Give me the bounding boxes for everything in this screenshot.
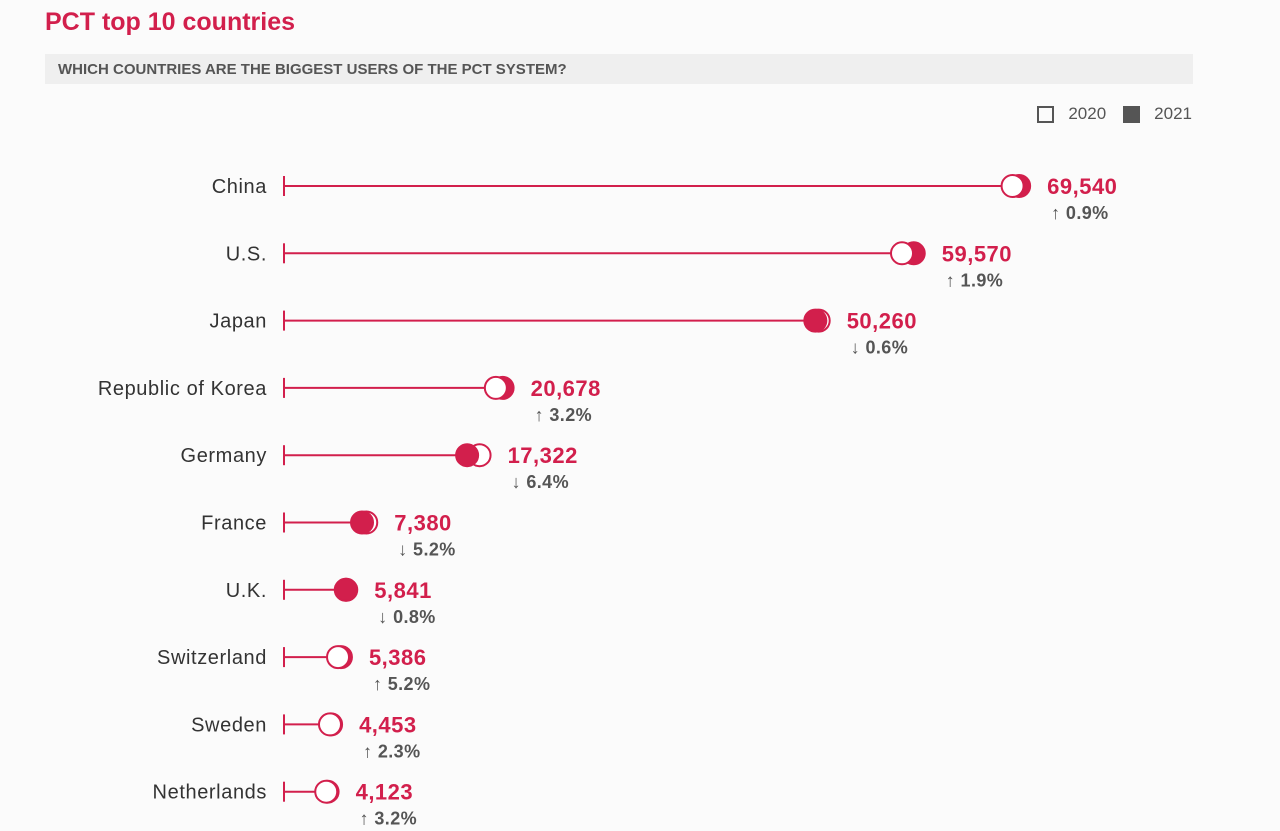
change-label: ↑ 5.2% xyxy=(373,674,430,694)
category-label: Switzerland xyxy=(157,647,267,669)
chart-subtitle: WHICH COUNTRIES ARE THE BIGGEST USERS OF… xyxy=(58,61,567,78)
chart-title: PCT top 10 countries xyxy=(45,8,296,36)
change-label: ↓ 6.4% xyxy=(512,472,569,492)
value-label: 69,540 xyxy=(1047,174,1117,199)
change-label: ↓ 5.2% xyxy=(398,540,455,560)
category-label: China xyxy=(212,176,268,198)
category-label: Netherlands xyxy=(153,782,267,804)
legend-label-2021: 2021 xyxy=(1154,104,1192,123)
value-label: 5,386 xyxy=(369,645,427,670)
dot-2020 xyxy=(483,375,508,400)
value-label: 4,123 xyxy=(356,780,414,805)
dot-2020 xyxy=(314,779,339,804)
category-label: Japan xyxy=(210,311,268,333)
category-label: Sweden xyxy=(191,714,267,736)
legend-item-2021: 2021 xyxy=(1123,104,1192,124)
change-label: ↑ 1.9% xyxy=(946,270,1003,290)
value-label: 17,322 xyxy=(508,443,578,468)
legend-label-2020: 2020 xyxy=(1068,104,1107,123)
category-label: Republic of Korea xyxy=(98,378,267,400)
dot-2020 xyxy=(1000,174,1025,198)
category-label: Germany xyxy=(181,445,267,467)
subtitle-bar: WHICH COUNTRIES ARE THE BIGGEST USERS OF… xyxy=(45,54,1193,84)
value-label: 5,841 xyxy=(374,578,432,603)
dot-2021 xyxy=(455,443,480,468)
value-label: 7,380 xyxy=(394,511,452,536)
legend-item-2020: 2020 xyxy=(1037,104,1106,124)
value-label: 20,678 xyxy=(531,376,601,401)
value-label: 59,570 xyxy=(942,241,1012,266)
dot-2020 xyxy=(890,241,915,266)
category-label: France xyxy=(201,513,267,535)
legend-swatch-2021 xyxy=(1123,105,1141,123)
change-label: ↑ 3.2% xyxy=(535,405,592,425)
change-label: ↑ 3.2% xyxy=(360,809,417,829)
dot-2021 xyxy=(333,577,358,602)
dot-2020 xyxy=(317,712,342,737)
category-label: U.K. xyxy=(226,580,267,602)
change-label: ↑ 0.9% xyxy=(1051,203,1108,223)
dot-2021 xyxy=(803,308,828,333)
change-label: ↓ 0.6% xyxy=(851,338,908,358)
dot-2021 xyxy=(350,510,375,535)
change-label: ↓ 0.8% xyxy=(378,607,435,627)
legend: 2020 2021 xyxy=(1020,104,1192,124)
dot-2020 xyxy=(326,645,351,670)
value-label: 50,260 xyxy=(847,309,917,334)
value-label: 4,453 xyxy=(359,712,417,737)
category-label: U.S. xyxy=(226,243,267,265)
legend-swatch-2020 xyxy=(1037,105,1055,123)
change-label: ↑ 2.3% xyxy=(363,741,420,761)
